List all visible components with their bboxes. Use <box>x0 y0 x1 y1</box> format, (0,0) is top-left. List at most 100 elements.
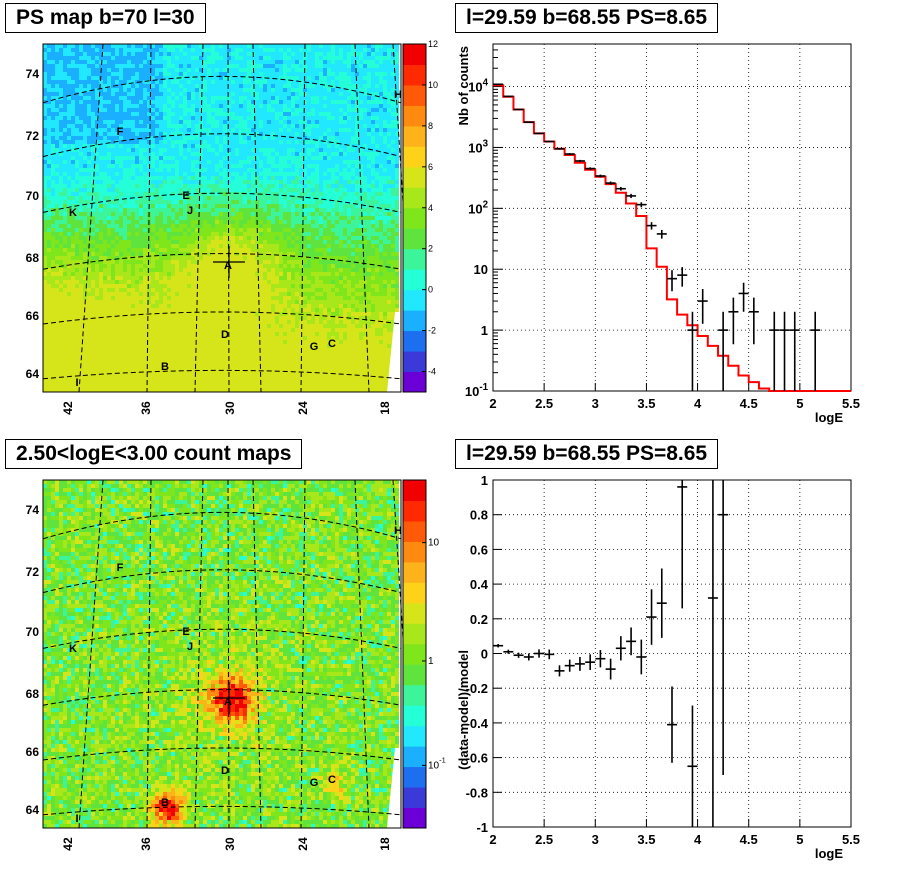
heatmap-cell <box>263 80 267 84</box>
heatmap-cell <box>367 84 371 88</box>
heatmap-cell <box>339 192 343 196</box>
heatmap-cell <box>375 48 379 52</box>
heatmap-cell <box>323 128 327 132</box>
heatmap-cell <box>87 208 91 212</box>
heatmap-cell <box>111 228 115 232</box>
heatmap-cell <box>47 60 51 64</box>
heatmap-cell <box>243 164 247 168</box>
heatmap-cell <box>171 164 175 168</box>
heatmap-cell <box>83 64 87 68</box>
heatmap-cell <box>231 60 235 64</box>
heatmap-cell <box>331 232 335 236</box>
heatmap-cell <box>143 264 147 268</box>
heatmap-cell <box>115 216 119 220</box>
heatmap-cell <box>115 168 119 172</box>
heatmap-cell <box>255 184 259 188</box>
heatmap-cell <box>55 48 59 52</box>
heatmap-cell <box>79 184 83 188</box>
heatmap-cell <box>367 96 371 100</box>
heatmap-cell <box>299 140 303 144</box>
heatmap-cell <box>335 148 339 152</box>
heatmap-cell <box>87 88 91 92</box>
heatmap-cell <box>243 56 247 60</box>
heatmap-cell <box>139 92 143 96</box>
heatmap-cell <box>283 124 287 128</box>
heatmap-cell <box>175 132 179 136</box>
heatmap-cell <box>127 228 131 232</box>
heatmap-cell <box>199 56 203 60</box>
heatmap-cell <box>239 220 243 224</box>
heatmap-cell <box>91 68 95 72</box>
heatmap-cell <box>47 96 51 100</box>
heatmap-cell <box>263 120 267 124</box>
heatmap-cell <box>267 204 271 208</box>
heatmap-cell <box>71 200 75 204</box>
heatmap-cell <box>103 68 107 72</box>
heatmap-cell <box>135 120 139 124</box>
heatmap-cell <box>163 224 167 228</box>
heatmap-cell <box>115 76 119 80</box>
heatmap-cell <box>395 260 399 264</box>
heatmap-cell <box>147 264 151 268</box>
heatmap-cell <box>307 156 311 160</box>
heatmap-cell <box>287 224 291 228</box>
heatmap-cell <box>291 108 295 112</box>
heatmap-cell <box>71 148 75 152</box>
heatmap-cell <box>99 156 103 160</box>
heatmap-cell <box>79 88 83 92</box>
heatmap-cell <box>395 128 399 132</box>
heatmap-cell <box>163 168 167 172</box>
heatmap-cell <box>383 68 387 72</box>
heatmap-cell <box>59 88 63 92</box>
heatmap-cell <box>319 44 323 48</box>
heatmap-cell <box>155 120 159 124</box>
heatmap-cell <box>95 172 99 176</box>
heatmap-cell <box>223 236 227 240</box>
heatmap-cell <box>187 96 191 100</box>
heatmap-cell <box>375 236 379 240</box>
heatmap-cell <box>83 44 87 48</box>
heatmap-cell <box>99 176 103 180</box>
heatmap-cell <box>355 68 359 72</box>
heatmap-cell <box>391 184 395 188</box>
heatmap-cell <box>323 60 327 64</box>
heatmap-cell <box>319 188 323 192</box>
heatmap-cell <box>75 104 79 108</box>
heatmap-cell <box>279 84 283 88</box>
heatmap-cell <box>63 228 67 232</box>
heatmap-cell <box>51 88 55 92</box>
heatmap-cell <box>143 224 147 228</box>
heatmap-cell <box>91 132 95 136</box>
heatmap-cell <box>75 176 79 180</box>
heatmap-cell <box>59 228 63 232</box>
heatmap-cell <box>119 96 123 100</box>
heatmap-cell <box>267 164 271 168</box>
heatmap-cell <box>367 264 371 268</box>
heatmap-cell <box>251 156 255 160</box>
heatmap-cell <box>375 196 379 200</box>
heatmap-cell <box>275 152 279 156</box>
heatmap-cell <box>95 80 99 84</box>
heatmap-cell <box>171 124 175 128</box>
heatmap-cell <box>115 152 119 156</box>
heatmap-cell <box>335 212 339 216</box>
heatmap-cell <box>163 164 167 168</box>
heatmap-cell <box>55 68 59 72</box>
heatmap-cell <box>151 84 155 88</box>
heatmap-cell <box>155 140 159 144</box>
heatmap-cell <box>331 184 335 188</box>
heatmap-cell <box>171 108 175 112</box>
heatmap-cell <box>151 88 155 92</box>
heatmap-cell <box>263 164 267 168</box>
heatmap-cell <box>335 52 339 56</box>
heatmap-cell <box>259 68 263 72</box>
heatmap-cell <box>71 120 75 124</box>
heatmap-cell <box>59 132 63 136</box>
heatmap-cell <box>367 104 371 108</box>
heatmap-cell <box>347 188 351 192</box>
heatmap-cell <box>123 132 127 136</box>
heatmap-cell <box>199 100 203 104</box>
heatmap-cell <box>235 96 239 100</box>
heatmap-cell <box>67 156 71 160</box>
heatmap-cell <box>187 104 191 108</box>
